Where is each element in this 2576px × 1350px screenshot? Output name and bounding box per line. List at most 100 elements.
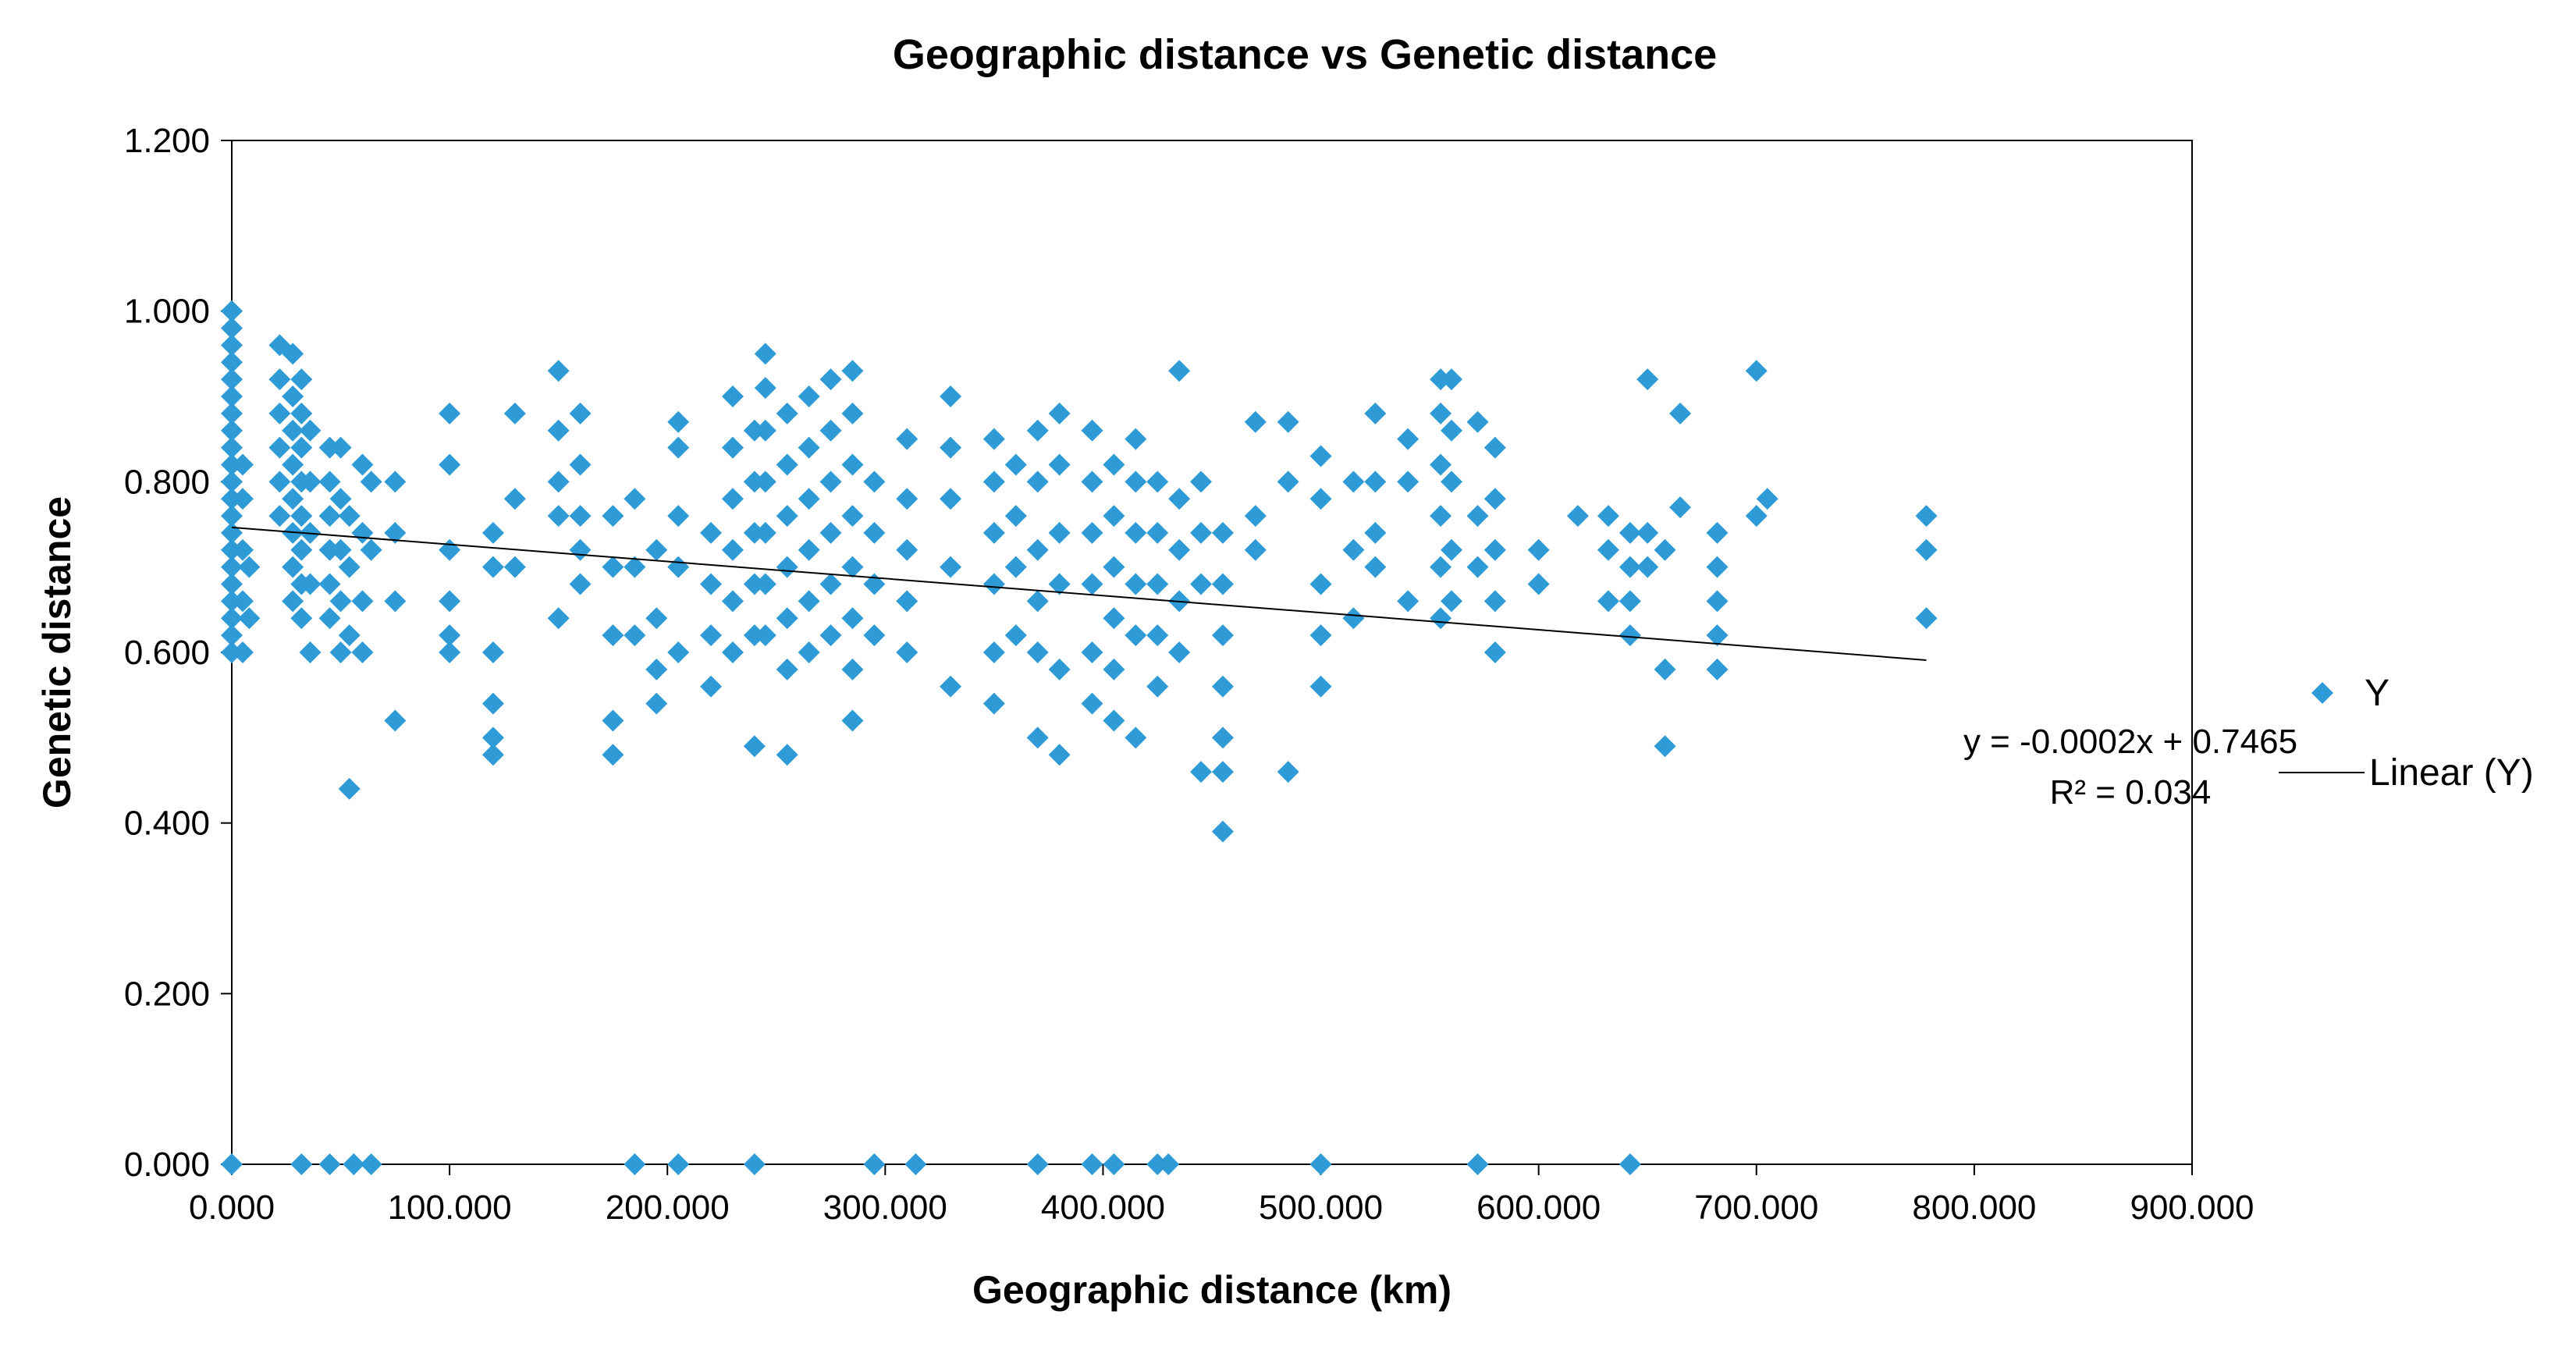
data-point (1004, 453, 1027, 476)
y-tick-label: 1.200 (124, 122, 210, 160)
data-point (1048, 402, 1071, 425)
data-point (1146, 624, 1169, 647)
data-point (1026, 641, 1049, 663)
data-point (776, 505, 798, 528)
data-point (1125, 428, 1147, 450)
data-point (282, 343, 304, 365)
data-point (238, 607, 261, 630)
data-point (863, 521, 886, 544)
data-point (1441, 368, 1463, 391)
data-point (1048, 573, 1071, 595)
data-point (221, 385, 243, 407)
data-point (329, 641, 352, 663)
data-point (1342, 538, 1365, 561)
data-point (1397, 471, 1419, 493)
data-point (547, 419, 570, 442)
data-point (1430, 453, 1452, 476)
data-point (841, 360, 864, 382)
data-point (231, 488, 254, 510)
data-point (1211, 624, 1234, 647)
data-point (1466, 1153, 1489, 1175)
y-tick-label: 0.400 (124, 805, 210, 843)
data-point (569, 538, 592, 561)
x-tick-label: 0.000 (189, 1188, 275, 1227)
data-point (754, 573, 776, 595)
data-point (268, 471, 291, 493)
data-point (1654, 538, 1676, 561)
data-point (1081, 419, 1103, 442)
data-point (268, 402, 291, 425)
data-point (819, 573, 842, 595)
x-tick-label: 800.000 (1912, 1188, 2036, 1227)
data-point (896, 428, 918, 450)
data-point (282, 385, 304, 407)
data-point (1125, 727, 1147, 749)
data-point (776, 607, 798, 630)
data-point (1190, 573, 1213, 595)
data-point (1244, 410, 1267, 433)
data-point (819, 471, 842, 493)
data-point (221, 300, 243, 322)
data-point (1026, 538, 1049, 561)
data-point (221, 368, 243, 391)
data-point (1706, 590, 1729, 613)
trendline-equation: y = -0.0002x + 0.7465 (1963, 723, 2297, 761)
data-point (1309, 573, 1332, 595)
data-point (221, 573, 243, 595)
data-point (1211, 761, 1234, 783)
data-point (1706, 658, 1729, 680)
data-point (1618, 521, 1641, 544)
data-point (547, 607, 570, 630)
data-point (1103, 556, 1125, 578)
data-point (351, 590, 374, 613)
data-point (798, 385, 820, 407)
data-point (1430, 402, 1452, 425)
data-point (1756, 488, 1778, 510)
data-point (798, 641, 820, 663)
data-point (1125, 624, 1147, 647)
data-point (1081, 471, 1103, 493)
legend: Y Linear (Y) (2279, 673, 2534, 794)
data-point (819, 368, 842, 391)
data-point (721, 538, 744, 561)
data-point (1636, 556, 1659, 578)
data-point (1566, 505, 1589, 528)
data-point (1125, 471, 1147, 493)
x-tick-label: 100.000 (388, 1188, 512, 1227)
data-point (282, 590, 304, 613)
data-point (1146, 471, 1169, 493)
data-point (268, 505, 291, 528)
data-point (569, 573, 592, 595)
data-point (1342, 607, 1365, 630)
data-point (1483, 488, 1506, 510)
data-point (1211, 820, 1234, 843)
data-point (721, 488, 744, 510)
data-point (1103, 658, 1125, 680)
data-point (503, 488, 526, 510)
y-tick-label: 0.800 (124, 463, 210, 501)
data-point (299, 419, 322, 442)
data-point (776, 556, 798, 578)
data-point (238, 556, 261, 578)
data-point (1026, 1153, 1049, 1175)
data-point (776, 402, 798, 425)
data-point (743, 1153, 766, 1175)
data-point (1654, 658, 1676, 680)
data-point (1483, 641, 1506, 663)
data-point (1103, 453, 1125, 476)
data-point (645, 692, 668, 715)
data-point (754, 343, 776, 365)
data-point (841, 709, 864, 732)
data-point (1168, 360, 1191, 382)
data-point (1309, 624, 1332, 647)
data-point (1081, 692, 1103, 715)
data-point (329, 590, 352, 613)
data-point (841, 402, 864, 425)
data-point (1026, 471, 1049, 493)
data-point (338, 556, 361, 578)
data-point (481, 727, 504, 749)
data-point (1364, 521, 1387, 544)
data-point (743, 735, 766, 758)
data-point (1618, 556, 1641, 578)
legend-label-linear: Linear (Y) (2369, 752, 2534, 794)
